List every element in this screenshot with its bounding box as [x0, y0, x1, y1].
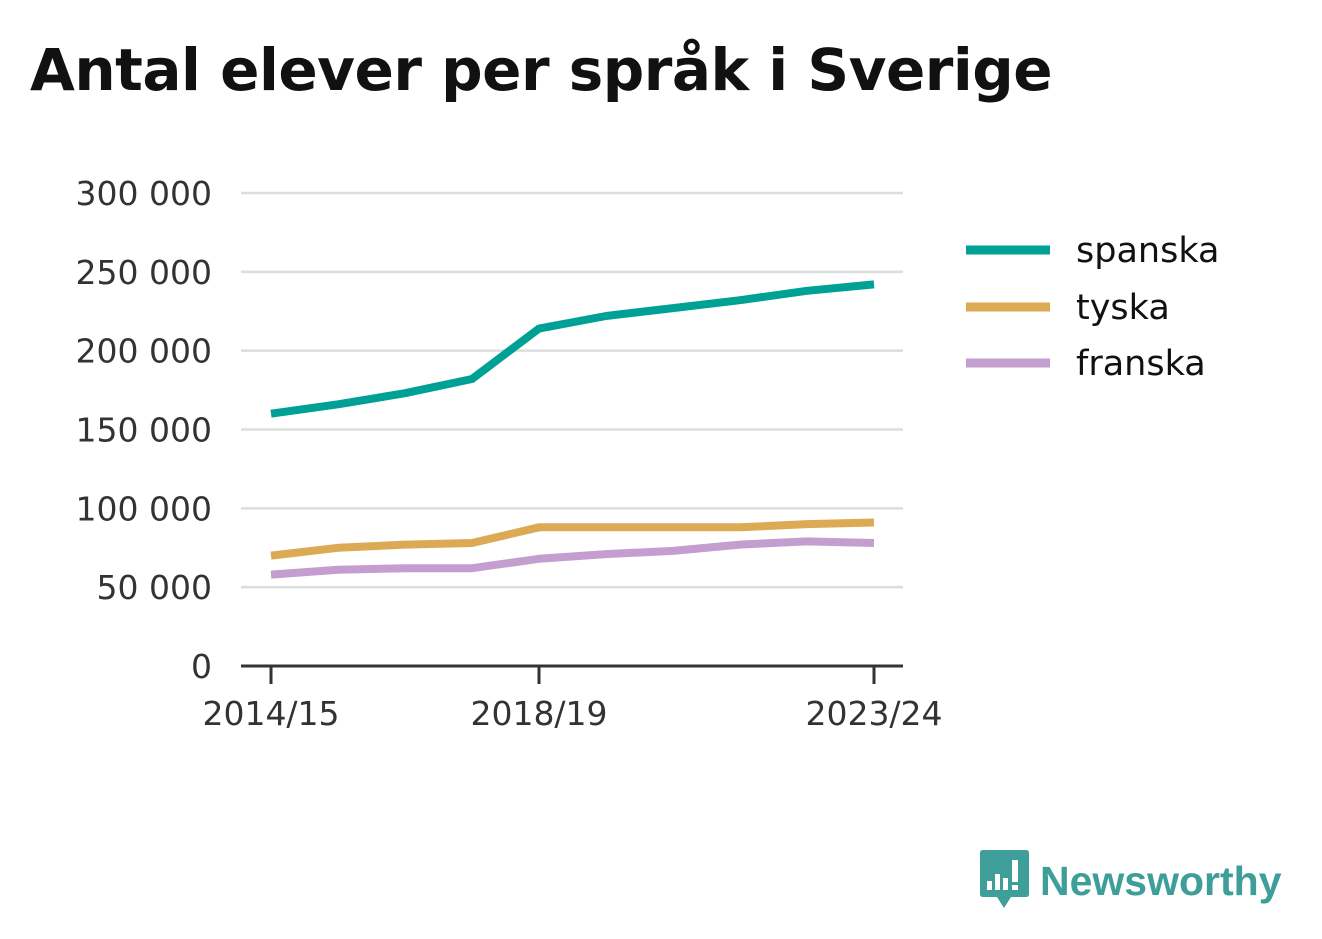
brand-name: Newsworthy [1040, 857, 1282, 904]
legend-label-tyska: tyska [1076, 288, 1170, 328]
series-line-tyska [270, 518, 875, 560]
legend: spanska tyska franska [966, 231, 1219, 384]
series-line-spanska [270, 280, 875, 418]
y-tick-label: 150 000 [76, 411, 212, 450]
x-tick-label: 2018/19 [470, 694, 607, 733]
y-tick-label: 250 000 [76, 253, 212, 292]
x-tick-label: 2014/15 [202, 694, 339, 733]
chart-title: Antal elever per språk i Sverige [30, 36, 1053, 104]
x-tick-label: 2023/24 [805, 694, 942, 733]
y-tick-label: 50 000 [97, 568, 212, 607]
legend-label-spanska: spanska [1076, 231, 1219, 271]
y-tick-label: 200 000 [76, 332, 212, 371]
series-line-franska [270, 537, 875, 579]
grid-lines [241, 191, 903, 589]
y-tick-label: 100 000 [76, 489, 212, 528]
axes: 0 50 000 100 000 150 000 200 000 250 000 300 0… [76, 174, 943, 733]
legend-label-franska: franska [1076, 344, 1206, 384]
data-series [270, 280, 875, 579]
y-tick-label: 300 000 [76, 174, 212, 213]
y-tick-label: 0 [191, 647, 212, 686]
newsworthy-brand: Newsworthy [980, 850, 1282, 912]
newsworthy-logo-icon [980, 850, 1029, 908]
